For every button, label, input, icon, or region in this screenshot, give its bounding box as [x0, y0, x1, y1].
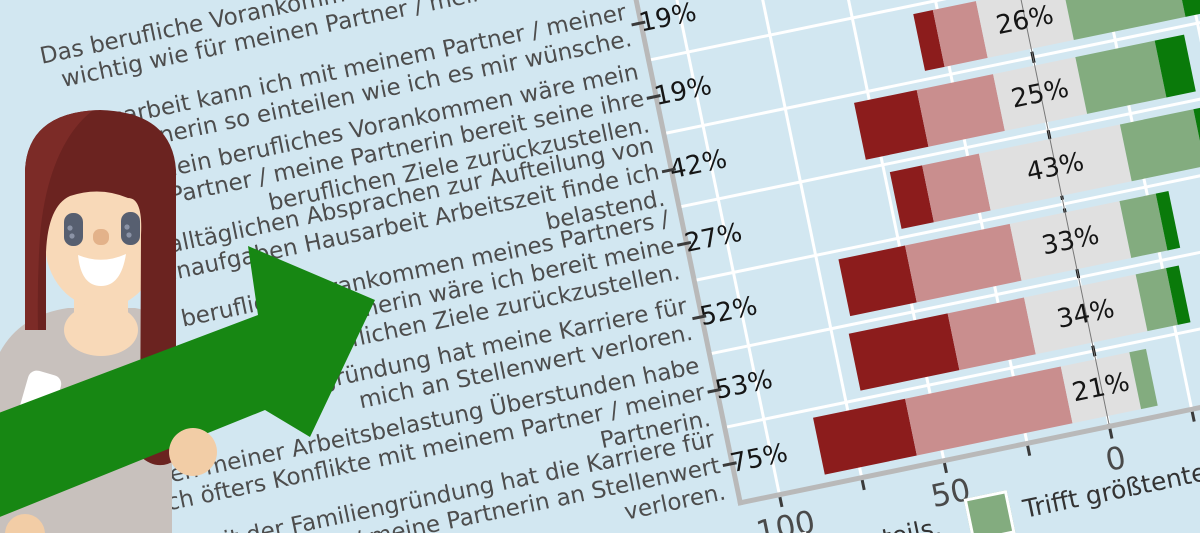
x-axis-tick-label: 100 [752, 504, 818, 533]
x-axis-tick [1025, 445, 1031, 457]
x-axis-tick [942, 462, 948, 474]
x-axis-tick [777, 496, 783, 508]
legend-label: Teils teils. [819, 512, 944, 533]
hand-icon [5, 514, 45, 533]
likert-chart: Das berufliche Vorankommen ist für mich … [33, 0, 1200, 533]
x-axis-tick [860, 479, 866, 491]
paper-icon [16, 370, 62, 432]
legend-swatch-trifft-groesstenteils-zu [963, 490, 1016, 533]
x-axis-tick [1107, 428, 1113, 440]
x-axis-tick [1190, 411, 1196, 422]
